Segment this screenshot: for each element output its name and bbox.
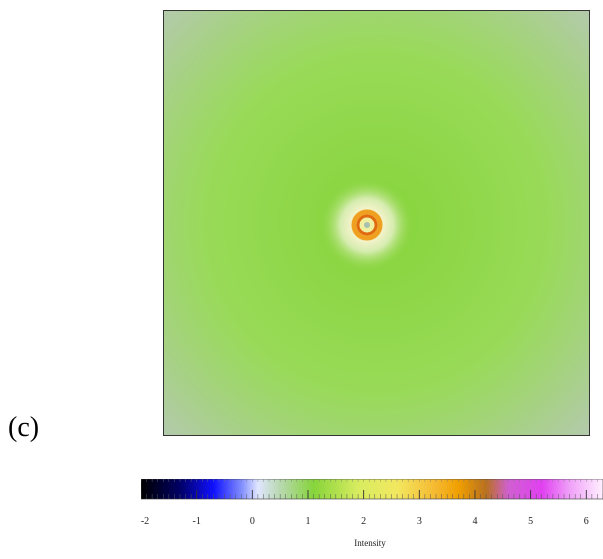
colorbar-tick-label: 3 <box>417 516 422 527</box>
colorbar-major-ticks <box>140 490 587 499</box>
colorbar: -2 -1 0 1 2 3 4 5 6 Intensity <box>140 478 603 554</box>
colorbar-axis-label: Intensity <box>354 538 386 548</box>
colorbar-tick-label: 4 <box>472 516 477 527</box>
colorbar-tick-label: 6 <box>584 516 589 527</box>
colorbar-svg: -2 -1 0 1 2 3 4 5 6 Intensity <box>140 478 603 548</box>
colorbar-tick-label: -1 <box>192 516 200 527</box>
colorbar-tick-label: 2 <box>361 516 366 527</box>
heatmap-ring-outer <box>351 209 383 241</box>
colorbar-tick-label: 1 <box>305 516 310 527</box>
colorbar-ramp <box>140 478 603 500</box>
panel-label: (c) <box>8 412 40 443</box>
heatmap-canvas <box>164 11 589 435</box>
colorbar-tick-label: 0 <box>250 516 255 527</box>
heatmap-ring-inner <box>356 214 378 236</box>
colorbar-minor-ticks <box>140 479 603 499</box>
colorbar-tick-labels: -2 -1 0 1 2 3 4 5 6 <box>141 516 589 527</box>
colorbar-tick-label: 5 <box>528 516 533 527</box>
intensity-heatmap <box>163 10 590 436</box>
heatmap-center <box>364 222 370 228</box>
colorbar-tick-label: -2 <box>141 516 149 527</box>
